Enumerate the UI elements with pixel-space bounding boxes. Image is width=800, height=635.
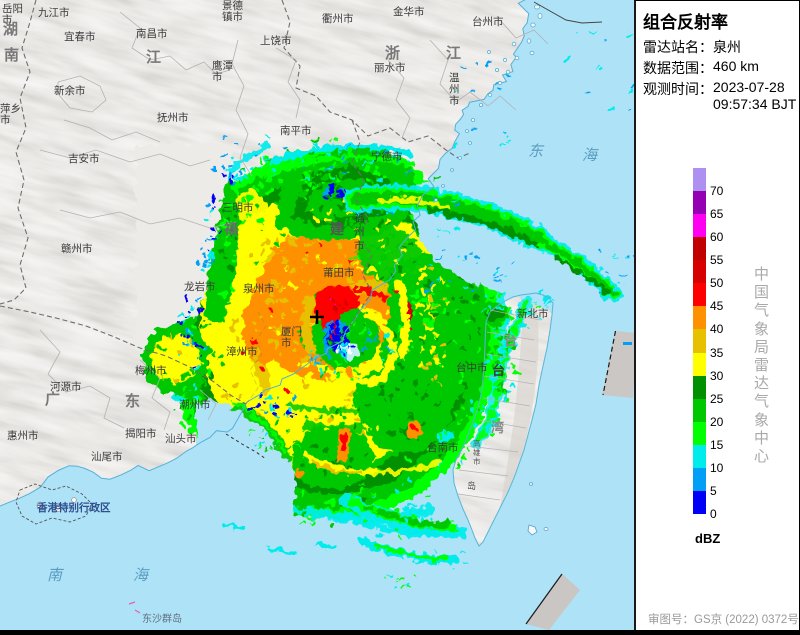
svg-text:抚州市: 抚州市 bbox=[157, 111, 189, 124]
svg-text:市: 市 bbox=[0, 113, 11, 126]
svg-text:金华市: 金华市 bbox=[393, 5, 425, 18]
svg-text:新北市: 新北市 bbox=[517, 307, 549, 320]
svg-text:州: 州 bbox=[354, 226, 365, 238]
svg-text:丽水市: 丽水市 bbox=[374, 61, 406, 74]
svg-text:泉州市: 泉州市 bbox=[243, 282, 275, 295]
svg-text:海: 海 bbox=[582, 147, 599, 164]
svg-text:南平市: 南平市 bbox=[280, 124, 312, 137]
svg-text:市: 市 bbox=[2, 13, 13, 26]
svg-text:市: 市 bbox=[354, 239, 365, 252]
svg-text:海: 海 bbox=[133, 567, 150, 584]
svg-text:三明市: 三明市 bbox=[222, 201, 254, 214]
svg-text:东: 东 bbox=[528, 143, 545, 160]
svg-text:市: 市 bbox=[449, 94, 460, 107]
svg-text:九江市: 九江市 bbox=[38, 6, 70, 19]
svg-text:景德: 景德 bbox=[222, 0, 243, 12]
svg-text:东: 东 bbox=[125, 392, 140, 410]
svg-text:台州市: 台州市 bbox=[472, 15, 504, 28]
svg-text:梅州市: 梅州市 bbox=[135, 364, 167, 377]
svg-text:州: 州 bbox=[449, 84, 460, 96]
svg-text:广: 广 bbox=[45, 390, 60, 408]
svg-text:南: 南 bbox=[4, 46, 19, 64]
svg-text:宁德市: 宁德市 bbox=[371, 150, 403, 163]
svg-text:福: 福 bbox=[354, 211, 365, 224]
svg-text:宜春市: 宜春市 bbox=[64, 30, 96, 43]
svg-text:镇市: 镇市 bbox=[222, 10, 243, 23]
svg-text:浙: 浙 bbox=[385, 44, 400, 62]
svg-text:岛: 岛 bbox=[467, 480, 476, 491]
svg-text:台: 台 bbox=[492, 363, 505, 378]
svg-text:衢州市: 衢州市 bbox=[322, 12, 354, 25]
svg-text:潮州市: 潮州市 bbox=[179, 398, 211, 411]
svg-text:汕头市: 汕头市 bbox=[165, 432, 197, 445]
svg-text:南: 南 bbox=[47, 567, 64, 584]
svg-text:高: 高 bbox=[473, 438, 481, 448]
svg-text:岳阳: 岳阳 bbox=[2, 3, 23, 15]
svg-text:汕尾市: 汕尾市 bbox=[91, 450, 123, 463]
svg-text:江: 江 bbox=[446, 44, 461, 62]
svg-text:鹰潭: 鹰潭 bbox=[212, 59, 233, 72]
svg-text:台中市: 台中市 bbox=[456, 361, 488, 374]
svg-text:惠州市: 惠州市 bbox=[7, 429, 39, 442]
svg-text:湖: 湖 bbox=[3, 21, 18, 38]
svg-text:湾: 湾 bbox=[491, 420, 504, 435]
svg-text:吉安市: 吉安市 bbox=[68, 152, 100, 165]
svg-text:温: 温 bbox=[449, 72, 460, 84]
svg-text:建: 建 bbox=[330, 221, 344, 237]
svg-text:台: 台 bbox=[504, 333, 517, 348]
svg-text:上饶市: 上饶市 bbox=[260, 34, 292, 47]
svg-text:龙岩市: 龙岩市 bbox=[184, 280, 216, 293]
svg-text:新余市: 新余市 bbox=[54, 84, 86, 97]
svg-text:福: 福 bbox=[223, 221, 238, 237]
svg-text:揭阳市: 揭阳市 bbox=[125, 427, 157, 440]
svg-text:香港特别行政区: 香港特别行政区 bbox=[36, 501, 111, 514]
svg-text:河源市: 河源市 bbox=[50, 380, 82, 393]
svg-text:市: 市 bbox=[212, 70, 223, 83]
svg-text:莆田市: 莆田市 bbox=[323, 266, 355, 279]
svg-text:市: 市 bbox=[281, 336, 292, 349]
svg-text:东沙群岛: 东沙群岛 bbox=[142, 612, 182, 625]
svg-text:漳州市: 漳州市 bbox=[226, 345, 258, 358]
svg-text:赣州市: 赣州市 bbox=[61, 242, 93, 255]
svg-text:厦门: 厦门 bbox=[281, 325, 302, 338]
svg-text:雄: 雄 bbox=[473, 447, 481, 457]
svg-text:市: 市 bbox=[473, 456, 481, 466]
svg-text:台南市: 台南市 bbox=[427, 441, 459, 454]
svg-text:南昌市: 南昌市 bbox=[136, 27, 168, 40]
svg-text:江: 江 bbox=[146, 48, 161, 66]
svg-text:萍乡: 萍乡 bbox=[0, 103, 21, 115]
